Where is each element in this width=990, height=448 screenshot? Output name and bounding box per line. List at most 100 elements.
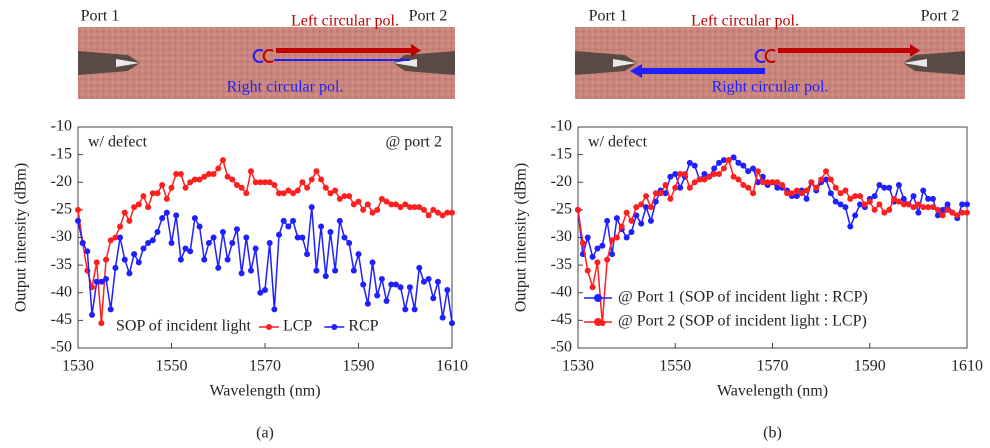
data-point <box>881 184 888 191</box>
plot-frame <box>77 126 453 349</box>
x-tick-label: 1610 <box>436 358 468 375</box>
data-point <box>754 168 761 175</box>
data-point <box>449 320 455 327</box>
data-point <box>944 201 951 208</box>
data-point <box>939 206 946 213</box>
data-point <box>735 176 742 183</box>
data-point <box>243 234 250 241</box>
y-tick-label: -25 <box>51 201 72 218</box>
data-point <box>652 198 659 205</box>
data-point <box>75 206 81 213</box>
data-point <box>416 264 423 271</box>
data-point <box>444 209 451 216</box>
data-point <box>177 256 184 263</box>
data-point <box>411 204 418 211</box>
data-point <box>822 168 829 175</box>
data-point <box>652 190 659 197</box>
data-point <box>191 215 198 222</box>
data-point <box>205 170 212 177</box>
data-point <box>154 190 161 197</box>
data-point <box>818 176 825 183</box>
data-point <box>416 204 423 211</box>
data-point <box>647 217 654 224</box>
data-point <box>589 284 596 291</box>
data-point <box>135 259 142 266</box>
data-point <box>803 195 810 202</box>
data-point <box>196 223 203 230</box>
annotation: w/ defect <box>588 134 648 151</box>
data-point <box>949 209 956 216</box>
data-point <box>803 187 810 194</box>
data-point <box>439 314 446 321</box>
data-point <box>205 240 212 247</box>
x-tick-label: 1570 <box>249 358 281 375</box>
data-point <box>247 168 254 175</box>
pol-circle <box>764 49 776 63</box>
data-point <box>299 179 306 186</box>
legend-label: @ Port 2 (SOP of incident light : LCP) <box>618 313 867 330</box>
data-point <box>891 195 898 202</box>
port-taper-left <box>78 51 140 75</box>
data-point <box>657 190 664 197</box>
data-point <box>219 228 226 235</box>
data-point <box>168 240 175 247</box>
data-point <box>304 251 311 258</box>
data-point <box>430 206 437 213</box>
data-point <box>215 264 222 271</box>
data-point <box>822 176 829 183</box>
x-tick-label: 1550 <box>156 358 188 375</box>
data-point <box>103 256 110 263</box>
port-label: Port 2 <box>409 8 448 25</box>
data-point <box>939 212 946 219</box>
port-label: Port 1 <box>589 8 628 25</box>
data-point <box>769 179 776 186</box>
pol-label: Right circular pol. <box>227 79 344 96</box>
data-point <box>711 165 718 172</box>
data-point <box>168 184 175 191</box>
data-point <box>402 306 409 313</box>
data-point <box>643 193 650 200</box>
device-diagram <box>78 27 455 99</box>
data-point <box>725 157 732 164</box>
data-point <box>881 209 888 216</box>
pol-label: Left circular pol. <box>691 13 799 30</box>
data-point <box>75 217 81 224</box>
data-point <box>229 240 236 247</box>
data-point <box>716 159 723 166</box>
port-label: Port 1 <box>81 8 120 25</box>
data-point <box>397 204 404 211</box>
data-point <box>341 193 348 200</box>
red-arrow-head <box>910 44 920 57</box>
data-point <box>238 270 245 277</box>
data-point <box>813 184 820 191</box>
data-point <box>406 204 413 211</box>
data-point <box>594 245 601 252</box>
y-tick-label: -50 <box>551 339 572 356</box>
data-point <box>322 273 329 280</box>
data-point <box>154 228 161 235</box>
data-point <box>140 193 147 200</box>
data-point <box>449 209 455 216</box>
data-point <box>252 179 259 186</box>
data-point <box>735 159 742 166</box>
data-point <box>594 259 601 266</box>
data-point <box>871 206 878 213</box>
data-point <box>750 190 757 197</box>
data-point <box>285 223 292 230</box>
data-point <box>247 267 254 274</box>
data-point <box>662 182 669 189</box>
data-point <box>182 184 189 191</box>
data-point <box>686 184 693 191</box>
data-point <box>131 251 138 258</box>
x-tick-label: 1590 <box>854 358 886 375</box>
data-point <box>112 234 119 241</box>
data-point <box>745 184 752 191</box>
data-point <box>79 240 86 247</box>
port-label: Port 2 <box>921 8 960 25</box>
data-point <box>910 193 917 200</box>
data-point <box>229 176 236 183</box>
y-tick-label: -15 <box>551 145 572 162</box>
data-point <box>360 206 367 213</box>
data-point <box>177 170 184 177</box>
data-point <box>691 162 698 169</box>
